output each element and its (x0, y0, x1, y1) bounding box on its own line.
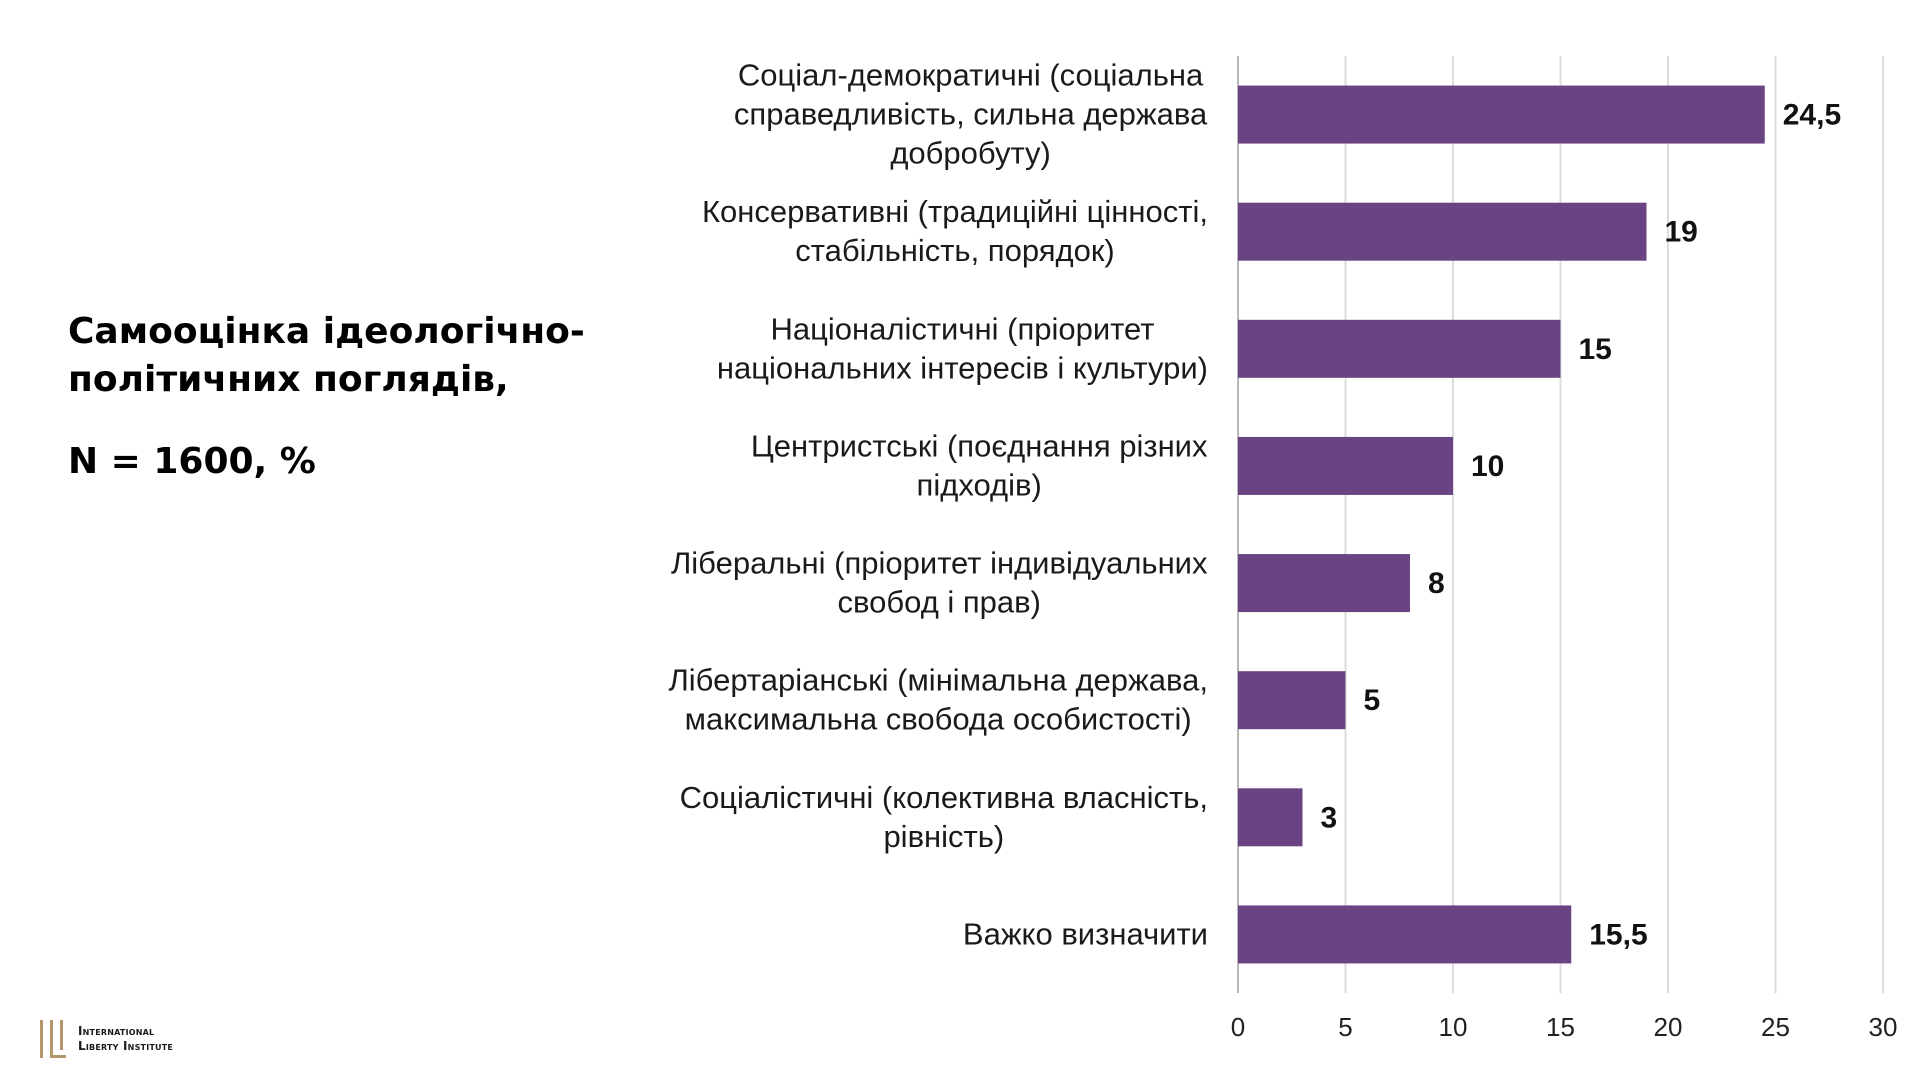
category-label-line: стабільність, порядок) (795, 233, 1114, 268)
side-title-line-2: політичних поглядів, (68, 359, 509, 400)
x-tick-label: 20 (1654, 1012, 1683, 1042)
bar (1238, 436, 1453, 495)
category-label-line: добробуту) (890, 136, 1051, 171)
data-label: 19 (1665, 216, 1698, 249)
x-tick-label: 25 (1761, 1012, 1790, 1042)
category-labels: Соціал-демократичні (соціальна справедлив… (668, 58, 1208, 952)
sample-size-line: N = 1600, % (68, 441, 316, 482)
category-label: Важко визначити (963, 916, 1208, 951)
logo: International Liberty Institute (38, 1018, 173, 1060)
category-label-line: Центристські (поєднання різних (751, 428, 1208, 463)
x-tick-label: 15 (1546, 1012, 1575, 1042)
category-label-line: Важко визначити (963, 916, 1208, 951)
side-title: Самооцінка ідеологічно- політичних погля… (68, 308, 588, 486)
category-label-line: справедливість, сильна держава (734, 97, 1208, 132)
bar (1238, 202, 1647, 261)
category-label-line: максимальна свобода особистості) (685, 702, 1192, 737)
x-tick-label: 10 (1439, 1012, 1468, 1042)
x-tick-label: 0 (1231, 1012, 1245, 1042)
bar (1238, 319, 1561, 378)
data-label: 15 (1579, 333, 1612, 366)
bar (1238, 671, 1346, 730)
category-label-line: Націоналістичні (пріоритет (770, 311, 1154, 346)
category-label: Соціал-демократичні (соціальна справедлив… (734, 58, 1208, 171)
x-tick-label: 30 (1869, 1012, 1898, 1042)
data-label: 5 (1364, 684, 1381, 717)
category-label: Лібертаріанські (мінімальна держава, макс… (668, 663, 1208, 737)
x-axis-ticks: 0 5 10 15 20 25 30 (1231, 1012, 1898, 1042)
data-label: 10 (1471, 450, 1504, 483)
data-label: 15,5 (1589, 918, 1647, 951)
x-tick-label: 5 (1338, 1012, 1352, 1042)
category-label-line: підходів) (917, 467, 1042, 502)
logo-mark-icon (40, 1020, 66, 1058)
category-label-line: Соціал-демократичні (соціальна (738, 58, 1204, 93)
value-labels: 24,5 19 15 10 8 5 3 15,5 (1321, 99, 1842, 952)
category-label: Консервативні (традиційні цінності, стабі… (702, 194, 1208, 268)
category-label-line: національних інтересів і культури) (717, 350, 1208, 385)
category-label: Центристські (поєднання різних підходів) (751, 428, 1208, 502)
category-label: Соціалістичні (колективна власність, рівн… (680, 780, 1208, 854)
data-label: 8 (1428, 567, 1445, 600)
bar (1238, 788, 1303, 847)
bars (1238, 85, 1765, 964)
category-label-line: Ліберальні (пріоритет індивідуальних (671, 546, 1208, 581)
category-label-line: Консервативні (традиційні цінності, (702, 194, 1208, 229)
bar (1238, 905, 1572, 964)
logo-text-line-1: International (78, 1024, 155, 1038)
category-label: Націоналістичні (пріоритет національних і… (717, 311, 1208, 385)
category-label-line: Соціалістичні (колективна власність, (680, 780, 1208, 815)
data-label: 24,5 (1783, 99, 1841, 132)
bar (1238, 554, 1410, 613)
logo-text-line-2: Liberty Institute (78, 1039, 174, 1053)
data-label: 3 (1321, 801, 1338, 834)
category-label-line: Лібертаріанські (мінімальна держава, (668, 663, 1208, 698)
grid-lines (1237, 56, 1884, 993)
category-label-line: рівність) (883, 819, 1004, 854)
category-label: Ліберальні (пріоритет індивідуальних своб… (671, 546, 1208, 620)
category-label-line: свобод і прав) (838, 585, 1041, 620)
side-title-line-1: Самооцінка ідеологічно- (68, 311, 585, 352)
bar (1238, 85, 1765, 144)
